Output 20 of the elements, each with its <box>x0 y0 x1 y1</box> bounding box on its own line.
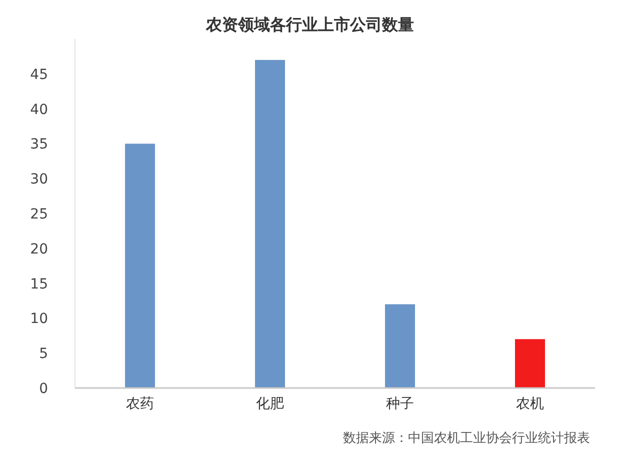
x-tick-label: 种子 <box>386 396 414 412</box>
source-note: 数据来源：中国农机工业协会行业统计报表 <box>343 431 590 446</box>
y-tick-label: 0 <box>39 381 48 397</box>
x-tick-label: 农机 <box>516 396 544 412</box>
bar <box>515 339 545 388</box>
y-tick-label: 20 <box>30 241 48 258</box>
x-tick-label: 农药 <box>126 396 154 412</box>
y-tick-label: 45 <box>30 66 48 83</box>
bar <box>125 144 155 388</box>
bar <box>385 304 415 388</box>
y-tick-label: 35 <box>30 136 48 153</box>
y-tick-label: 25 <box>30 206 48 222</box>
bar <box>255 60 285 388</box>
y-tick-label: 10 <box>30 311 48 328</box>
x-tick-label: 化肥 <box>256 396 284 412</box>
chart-title: 农资领域各行业上市公司数量 <box>205 15 414 34</box>
y-tick-label: 30 <box>30 172 48 188</box>
y-tick-label: 5 <box>39 346 48 362</box>
y-tick-label: 15 <box>30 276 48 292</box>
y-tick-label: 40 <box>30 102 48 118</box>
